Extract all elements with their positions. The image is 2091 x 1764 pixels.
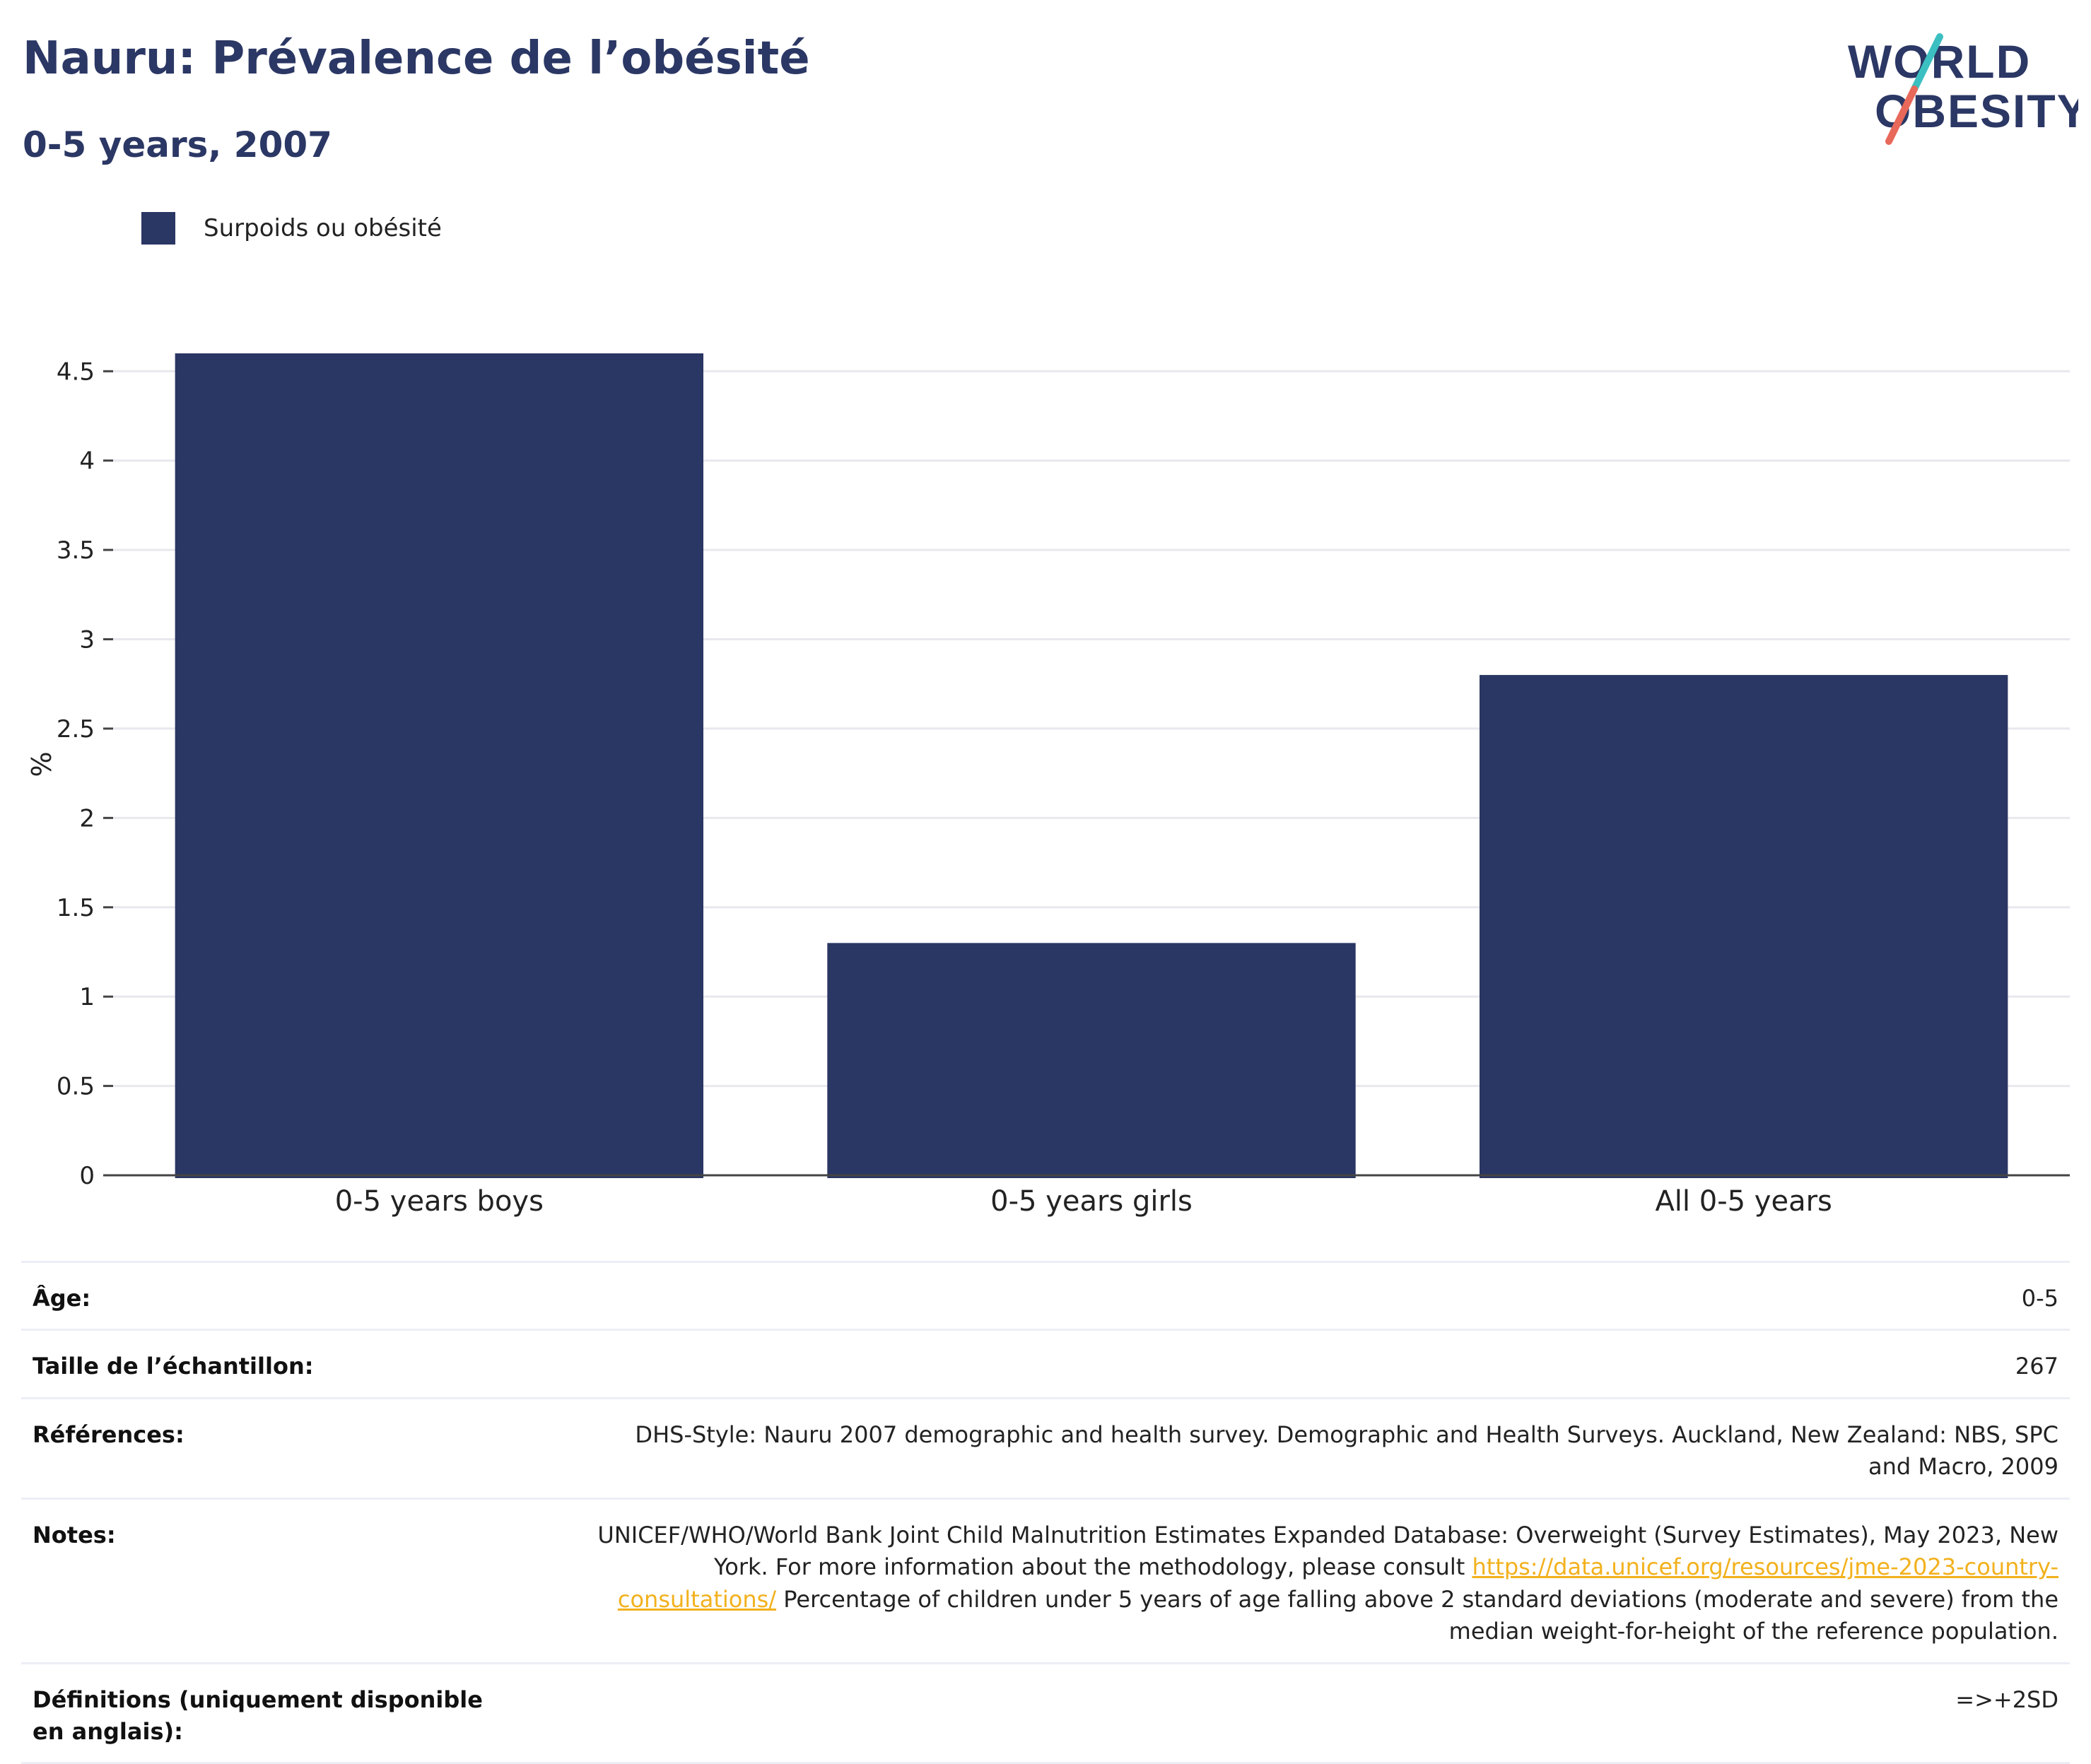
meta-value-sample: 267: [2015, 1351, 2058, 1382]
meta-value-age: 0-5: [2022, 1283, 2058, 1315]
y-tick-label: 2: [79, 804, 95, 833]
bar-chart: 0 0.5 1 1.5 2 2.5 3 3.5 4 4.5% 0-5 years boys 0-5 y…: [0, 339, 2091, 1230]
meta-row-age: Âge: 0-5: [21, 1261, 2070, 1329]
legend-swatch: [141, 212, 175, 245]
meta-label-age: Âge:: [33, 1283, 499, 1315]
meta-label-definitions: Définitions (uniquement disponible en an…: [33, 1684, 499, 1748]
y-tick-label: 2.5: [57, 715, 95, 743]
x-tick-label: 0-5 years boys: [335, 1185, 544, 1218]
meta-row-sample: Taille de l’échantillon: 267: [21, 1329, 2070, 1396]
meta-value-references: DHS-Style: Nauru 2007 demographic and he…: [588, 1419, 2058, 1483]
meta-row-notes: Notes: UNICEF/WHO/World Bank Joint Child…: [21, 1498, 2070, 1662]
bar-2: [827, 943, 1355, 1178]
y-tick-label: 0.5: [57, 1073, 95, 1101]
y-tick-label: 0: [79, 1162, 95, 1190]
meta-label-references: Références:: [33, 1419, 499, 1451]
metadata-table: Âge: 0-5 Taille de l’échantillon: 267 Ré…: [21, 1261, 2070, 1764]
page-title: Nauru: Prévalence de l’obésité: [23, 33, 810, 85]
x-tick-label: 0-5 years girls: [990, 1185, 1193, 1218]
y-tick-label: 3.5: [57, 536, 95, 565]
page-subtitle: 0-5 years, 2007: [23, 124, 332, 165]
notes-text-after: Percentage of children under 5 years of …: [776, 1586, 2058, 1645]
y-tick-label: 3: [79, 626, 95, 654]
y-axis-label: %: [26, 751, 57, 777]
meta-label-notes: Notes:: [33, 1519, 499, 1551]
y-tick-label: 1: [79, 983, 95, 1011]
meta-row-references: Références: DHS-Style: Nauru 2007 demogr…: [21, 1397, 2070, 1498]
meta-row-definitions: Définitions (uniquement disponible en an…: [21, 1662, 2070, 1764]
bar-3: [1480, 675, 2008, 1178]
meta-label-sample: Taille de l’échantillon:: [33, 1351, 499, 1382]
meta-value-definitions: =>+2SD: [1955, 1684, 2058, 1716]
bar-1: [175, 353, 703, 1178]
y-tick-label: 4.5: [57, 358, 95, 386]
y-tick-label: 4: [79, 447, 95, 476]
world-obesity-logo: WORLD OBESITY: [1838, 28, 2078, 148]
y-tick-label: 1.5: [57, 894, 95, 922]
legend-label: Surpoids ou obésité: [204, 214, 442, 242]
chart-legend[interactable]: Surpoids ou obésité: [141, 212, 442, 245]
meta-value-notes: UNICEF/WHO/World Bank Joint Child Malnut…: [588, 1519, 2058, 1648]
x-tick-label: All 0-5 years: [1655, 1185, 1832, 1218]
